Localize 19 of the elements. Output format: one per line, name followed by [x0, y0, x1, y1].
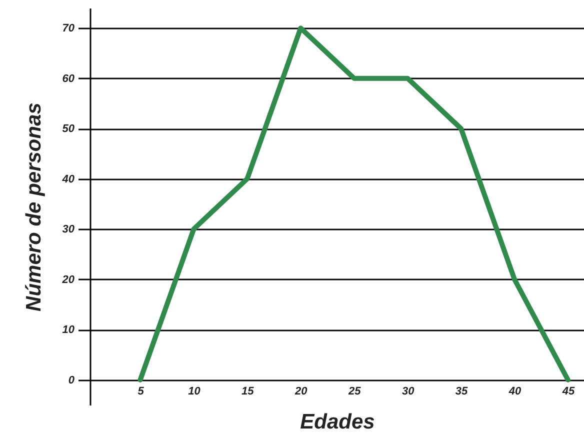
y-tick-label: 0 [68, 374, 76, 386]
y-tick-label: 40 [61, 173, 76, 186]
x-tick-label: 40 [508, 386, 522, 398]
y-tick-label: 10 [62, 324, 76, 336]
x-tick-label: 25 [347, 386, 362, 398]
x-tick-label: 5 [138, 386, 145, 398]
y-axis-title: Número de personas [22, 102, 46, 312]
x-tick-label: 10 [188, 386, 202, 398]
y-tick-label: 20 [61, 274, 76, 286]
x-tick-label: 20 [294, 386, 308, 398]
x-tick-label: 30 [402, 386, 416, 398]
x-axis-title: Edades [300, 410, 375, 434]
x-tick-label: 15 [242, 386, 255, 398]
y-tick-label: 30 [62, 224, 76, 236]
y-tick-label: 60 [62, 72, 76, 85]
x-tick-label: 45 [561, 386, 576, 398]
y-tick-label: 50 [62, 123, 76, 136]
x-tick-label: 35 [455, 386, 469, 398]
y-tick-label: 70 [62, 22, 76, 35]
